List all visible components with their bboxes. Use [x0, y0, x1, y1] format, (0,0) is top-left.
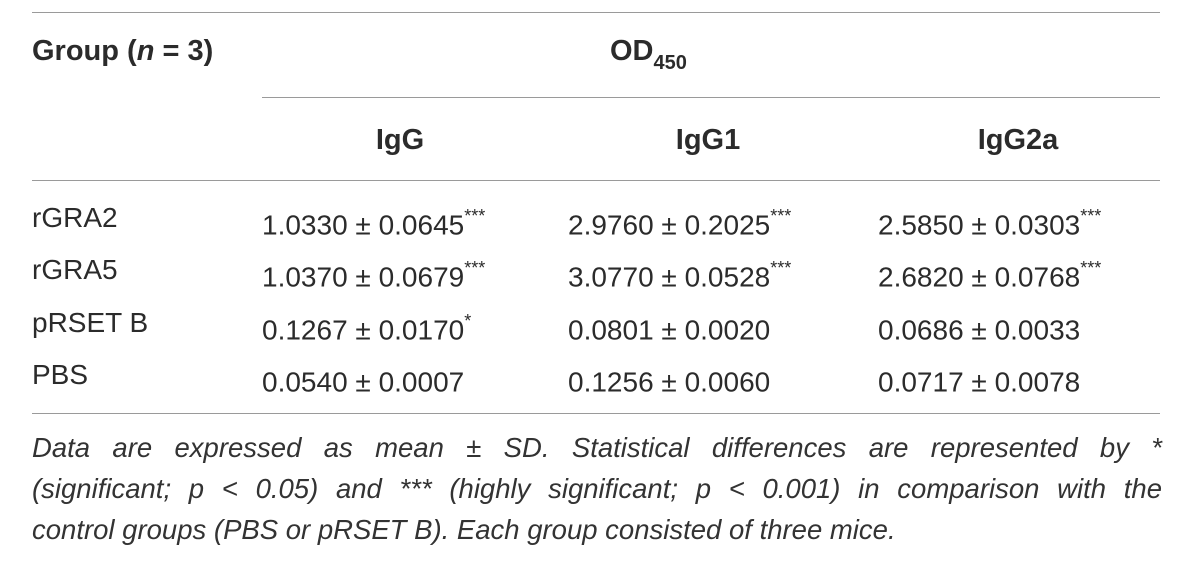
column-header-igg: IgG	[375, 124, 425, 156]
significance-marker: ***	[464, 206, 486, 226]
group-header-prefix: Group (	[32, 35, 137, 67]
od-header-subscript: 450	[653, 52, 687, 74]
table-cell: 0.1256 ± 0.0060	[568, 357, 770, 400]
table-cell: 1.0370 ± 0.0679***	[262, 252, 485, 295]
significance-marker: ***	[770, 258, 792, 278]
table-cell: 1.0330 ± 0.0645***	[262, 200, 485, 243]
cell-value: 0.0801 ± 0.0020	[568, 314, 771, 346]
cell-value: 0.1267 ± 0.0170	[262, 314, 465, 346]
group-header-suffix: = 3)	[154, 35, 214, 67]
table-top-rule	[32, 12, 1160, 13]
table-cell: 3.0770 ± 0.0528***	[568, 252, 791, 295]
cell-value: 0.1256 ± 0.0060	[568, 366, 771, 398]
significance-marker: ***	[1080, 206, 1102, 226]
significance-marker: ***	[770, 206, 792, 226]
row-label-rgra2: rGRA2	[32, 202, 118, 233]
cell-value: 1.0370 ± 0.0679	[262, 261, 465, 293]
row-label-prset-b: pRSET B	[32, 307, 149, 338]
significance-marker: ***	[464, 258, 486, 278]
group-header-n-variable: n	[136, 35, 155, 67]
table-cell: 2.5850 ± 0.0303***	[878, 200, 1101, 243]
cell-value: 2.5850 ± 0.0303	[878, 209, 1081, 241]
table-cell: 0.1267 ± 0.0170*	[262, 305, 471, 348]
cell-value: 1.0330 ± 0.0645	[262, 209, 465, 241]
footnote-line: Data are expressed as mean ± SD. Statist…	[32, 432, 1162, 463]
cell-value: 2.9760 ± 0.2025	[568, 209, 771, 241]
footnote-line: control groups (PBS or pRSET B). Each gr…	[32, 514, 896, 545]
cell-value: 0.0686 ± 0.0033	[878, 314, 1081, 346]
od450-spanning-header: OD450	[610, 31, 687, 74]
group-column-header: Group (n = 3)	[32, 31, 213, 71]
header-bottom-rule	[32, 180, 1160, 181]
significance-marker: *	[464, 311, 472, 331]
column-header-igg2a: IgG2a	[977, 124, 1059, 156]
cell-value: 2.6820 ± 0.0768	[878, 261, 1081, 293]
od-header-underline	[262, 97, 1160, 98]
cell-value: 0.0717 ± 0.0078	[878, 366, 1081, 398]
table-cell: 2.9760 ± 0.2025***	[568, 200, 791, 243]
table-footnote: Data are expressed as mean ± SD. Statist…	[32, 427, 1162, 550]
table-cell: 0.0801 ± 0.0020	[568, 305, 770, 348]
significance-marker: ***	[1080, 258, 1102, 278]
cell-value: 3.0770 ± 0.0528	[568, 261, 771, 293]
row-label-rgra5: rGRA5	[32, 254, 118, 285]
table-bottom-rule	[32, 413, 1160, 414]
od-header-main: OD	[610, 35, 654, 67]
table-cell: 0.0686 ± 0.0033	[878, 305, 1080, 348]
table-cell: 0.0540 ± 0.0007	[262, 357, 464, 400]
cell-value: 0.0540 ± 0.0007	[262, 366, 465, 398]
table-cell: 0.0717 ± 0.0078	[878, 357, 1080, 400]
row-label-pbs: PBS	[32, 359, 89, 390]
footnote-line: (significant; p < 0.05) and *** (highly …	[32, 473, 1162, 504]
table-cell: 2.6820 ± 0.0768***	[878, 252, 1101, 295]
column-header-igg1: IgG1	[675, 124, 741, 156]
